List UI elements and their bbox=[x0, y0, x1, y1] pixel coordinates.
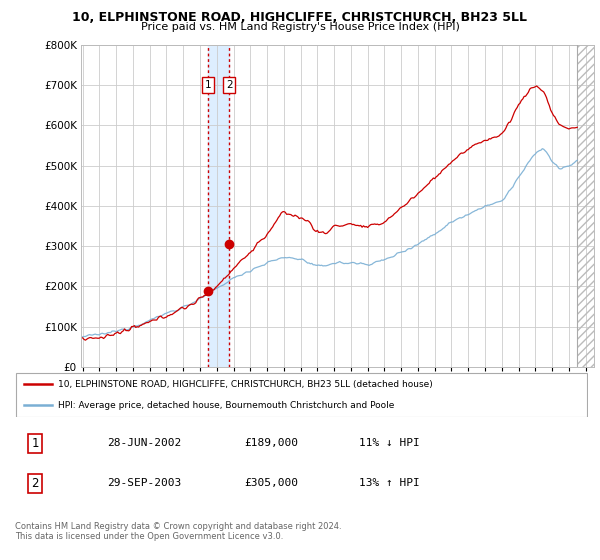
FancyBboxPatch shape bbox=[16, 373, 587, 417]
Bar bbox=[208, 45, 229, 367]
Bar bbox=[577, 45, 594, 367]
Text: This data is licensed under the Open Government Licence v3.0.: This data is licensed under the Open Gov… bbox=[15, 532, 283, 541]
Text: 10, ELPHINSTONE ROAD, HIGHCLIFFE, CHRISTCHURCH, BH23 5LL: 10, ELPHINSTONE ROAD, HIGHCLIFFE, CHRIST… bbox=[73, 11, 527, 24]
Text: 1: 1 bbox=[31, 437, 39, 450]
Text: £189,000: £189,000 bbox=[244, 438, 298, 449]
Text: HPI: Average price, detached house, Bournemouth Christchurch and Poole: HPI: Average price, detached house, Bour… bbox=[58, 400, 394, 409]
Text: 10, ELPHINSTONE ROAD, HIGHCLIFFE, CHRISTCHURCH, BH23 5LL (detached house): 10, ELPHINSTONE ROAD, HIGHCLIFFE, CHRIST… bbox=[58, 380, 433, 389]
Text: 29-SEP-2003: 29-SEP-2003 bbox=[107, 478, 181, 488]
Text: 28-JUN-2002: 28-JUN-2002 bbox=[107, 438, 181, 449]
Text: Price paid vs. HM Land Registry's House Price Index (HPI): Price paid vs. HM Land Registry's House … bbox=[140, 22, 460, 32]
Text: 11% ↓ HPI: 11% ↓ HPI bbox=[359, 438, 419, 449]
Text: 2: 2 bbox=[226, 80, 233, 90]
Text: Contains HM Land Registry data © Crown copyright and database right 2024.: Contains HM Land Registry data © Crown c… bbox=[15, 522, 341, 531]
Text: 2: 2 bbox=[31, 477, 39, 490]
Bar bbox=[577, 45, 594, 367]
Text: 13% ↑ HPI: 13% ↑ HPI bbox=[359, 478, 419, 488]
Text: £305,000: £305,000 bbox=[244, 478, 298, 488]
Text: 1: 1 bbox=[205, 80, 212, 90]
